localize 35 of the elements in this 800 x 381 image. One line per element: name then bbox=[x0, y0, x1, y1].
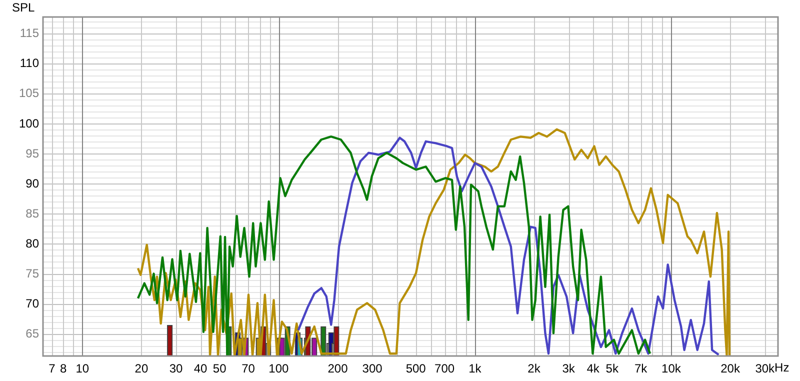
x-tick-label: 3k bbox=[562, 362, 576, 376]
x-tick-label: 300 bbox=[362, 362, 383, 376]
x-tick-label: 40 bbox=[194, 362, 208, 376]
x-tick-label: 7 bbox=[48, 362, 56, 376]
y-tick-label: 80 bbox=[26, 236, 40, 251]
x-tick-label: 7k bbox=[634, 362, 648, 376]
x-tick-label: 30k bbox=[755, 362, 776, 376]
y-tick-label: 65 bbox=[26, 326, 40, 341]
x-tick-label: 700 bbox=[434, 362, 455, 376]
y-tick-label: 115 bbox=[20, 26, 40, 40]
x-tick-label: 1k bbox=[468, 362, 482, 376]
x-tick-label: 10 bbox=[76, 362, 90, 376]
x-tick-label: 200 bbox=[328, 362, 348, 376]
y-tick-label: 105 bbox=[18, 86, 40, 100]
y-tick-label: 110 bbox=[20, 56, 40, 70]
x-tick-label: 50 bbox=[212, 362, 227, 376]
y-tick-label: 85 bbox=[26, 206, 40, 220]
x-tick-label: 70 bbox=[242, 362, 256, 376]
x-tick-label: 500 bbox=[406, 362, 426, 376]
y-tick-label: 95 bbox=[26, 146, 40, 160]
y-tick-label: 70 bbox=[26, 296, 40, 311]
y-axis-title: SPL bbox=[12, 0, 36, 14]
x-tick-label: 8 bbox=[60, 362, 68, 376]
x-tick-label: 10k bbox=[662, 362, 682, 376]
y-tick-label: 75 bbox=[26, 266, 40, 281]
x-tick-label: 20k bbox=[720, 362, 741, 376]
x-tick-label: 30 bbox=[169, 362, 184, 376]
x-tick-label: 20 bbox=[134, 362, 148, 376]
x-tick-label: 2k bbox=[528, 362, 542, 376]
x-tick-label: 100 bbox=[268, 362, 289, 376]
y-tick-label: 100 bbox=[18, 116, 40, 130]
x-axis-title: Hz bbox=[774, 360, 790, 374]
x-tick-label: 5k bbox=[606, 362, 620, 376]
y-tick-label: 90 bbox=[26, 176, 40, 190]
x-tick-label: 4k bbox=[586, 362, 600, 376]
